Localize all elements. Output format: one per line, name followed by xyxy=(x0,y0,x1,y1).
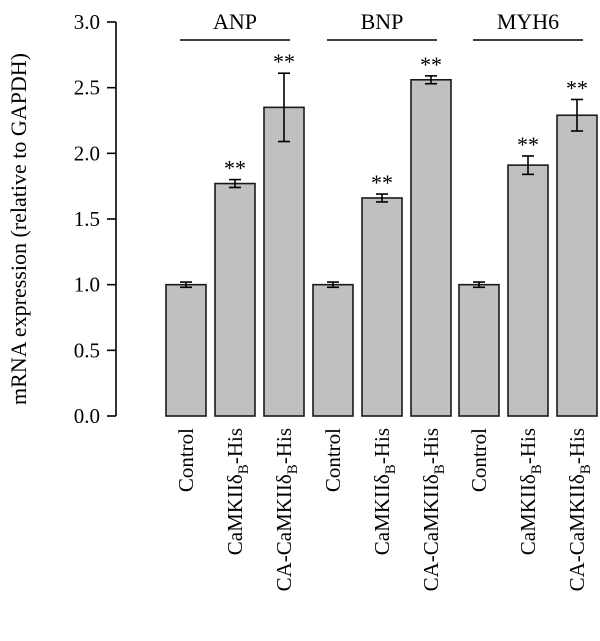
category-label: CA-CaMKIIδB-His xyxy=(565,428,594,591)
bar xyxy=(410,78,452,417)
plot-area: 0.0 0.5 1.0 1.5 2.0 2.5 3.0 mRNA expression (re… xyxy=(6,9,598,591)
category-label: Control xyxy=(174,428,198,492)
y-tick-label: 2.0 xyxy=(74,141,100,165)
significance-marker: ** xyxy=(517,132,539,157)
group-label: MYH6 xyxy=(497,9,559,34)
bar xyxy=(361,197,403,417)
category-label: CaMKIIδB-His xyxy=(223,428,252,555)
group-label: ANP xyxy=(213,9,257,34)
significance-marker: ** xyxy=(566,75,588,100)
y-tick-label: 0.0 xyxy=(74,404,100,428)
category-label: Control xyxy=(467,428,491,492)
significance-marker: ** xyxy=(273,49,295,74)
significance-marker: ** xyxy=(224,156,246,181)
y-axis-label: mRNA expression (relative to GAPDH) xyxy=(6,53,31,405)
y-tick-label: 1.0 xyxy=(74,273,100,297)
category-label: CaMKIIδB-His xyxy=(516,428,545,555)
y-tick-label: 2.5 xyxy=(74,76,100,100)
bar xyxy=(263,106,305,417)
bar xyxy=(165,283,207,417)
bar xyxy=(214,182,256,417)
y-tick-label: 0.5 xyxy=(74,338,100,362)
category-label: Control xyxy=(321,428,345,492)
y-tick-label: 3.0 xyxy=(74,10,100,34)
bar xyxy=(312,283,354,417)
bar xyxy=(507,164,549,417)
category-label: CaMKIIδB-His xyxy=(370,428,399,555)
significance-marker: ** xyxy=(420,52,442,77)
category-label: CA-CaMKIIδB-His xyxy=(272,428,301,591)
significance-marker: ** xyxy=(371,170,393,195)
bar xyxy=(556,114,598,417)
y-tick-label: 1.5 xyxy=(74,207,100,231)
group-label: BNP xyxy=(361,9,404,34)
category-label: CA-CaMKIIδB-His xyxy=(419,428,448,591)
bar xyxy=(458,283,500,417)
